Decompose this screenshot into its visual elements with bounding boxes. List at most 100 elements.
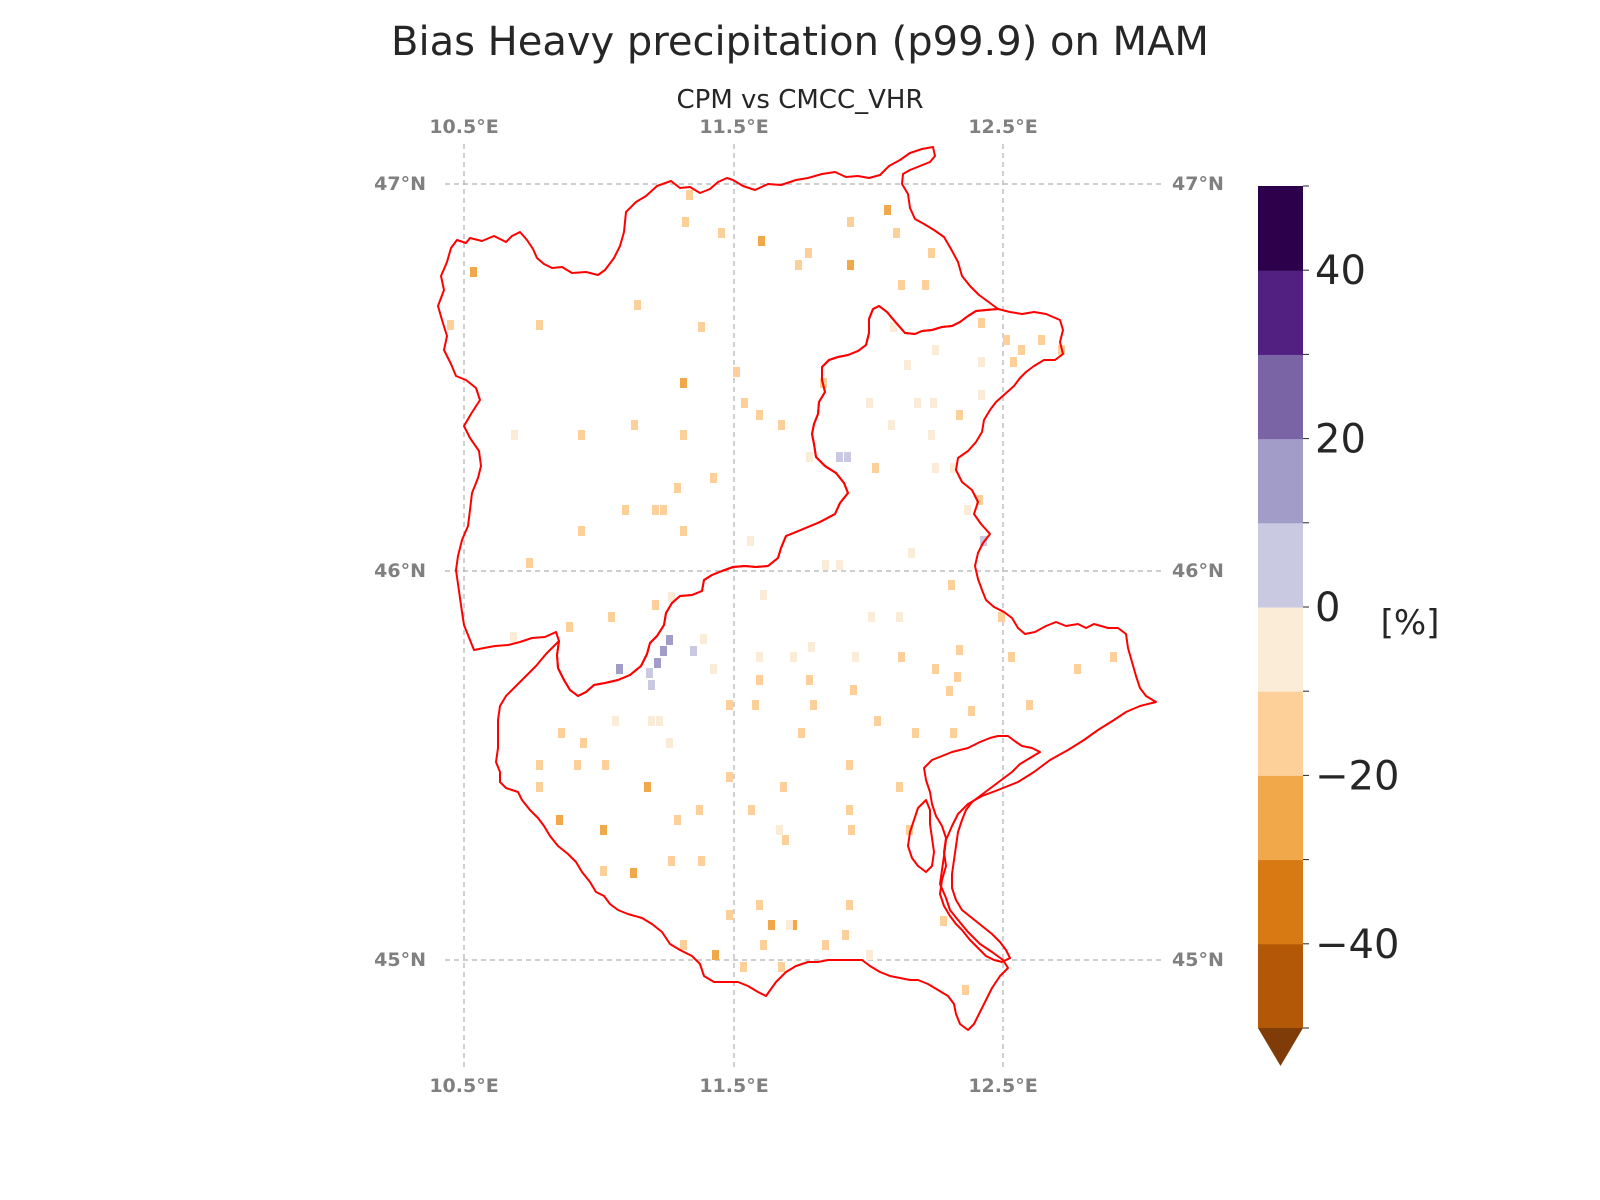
bias-cell xyxy=(608,612,615,622)
bias-cell xyxy=(956,645,963,655)
bias-cell xyxy=(756,900,763,910)
bias-cell xyxy=(760,940,767,950)
lon-label-bottom-3: 12.5°E xyxy=(968,1075,1037,1097)
bias-cell xyxy=(756,675,763,685)
colorbar-segment xyxy=(1258,860,1303,945)
bias-cell xyxy=(806,452,813,462)
bias-cell xyxy=(674,483,681,493)
bias-cell xyxy=(852,652,859,662)
bias-cell xyxy=(808,642,815,652)
bias-cell xyxy=(680,526,687,536)
bias-cell xyxy=(758,236,765,246)
lat-label-left-3: 45°N xyxy=(374,949,426,971)
bias-cell xyxy=(844,452,851,462)
bias-cell xyxy=(836,452,843,462)
bias-cell xyxy=(805,248,812,258)
bias-cell xyxy=(848,825,855,835)
bias-cell xyxy=(1003,335,1010,345)
bias-cell xyxy=(850,685,857,695)
bias-cell xyxy=(914,398,921,408)
venice-lagoon-outline xyxy=(908,736,1040,962)
lat-label-right-2: 46°N xyxy=(1172,560,1224,582)
colorbar-extend-arrow xyxy=(1258,1028,1303,1066)
bias-cell xyxy=(776,825,783,835)
bias-cell xyxy=(778,420,785,430)
bias-cell xyxy=(733,367,740,377)
bias-cell xyxy=(556,815,563,825)
bias-cell xyxy=(998,612,1005,622)
bias-cell xyxy=(652,600,659,610)
bias-cell xyxy=(940,916,947,926)
bias-cell xyxy=(896,612,903,622)
colorbar-segment xyxy=(1258,354,1303,439)
bias-cell xyxy=(616,664,623,674)
bias-cell xyxy=(956,410,963,420)
bias-cell xyxy=(648,680,655,690)
bias-cell xyxy=(1018,345,1025,355)
bias-cell xyxy=(652,505,659,515)
bias-cell xyxy=(648,716,655,726)
bias-cell xyxy=(511,430,518,440)
bias-cell xyxy=(978,357,985,367)
bias-cell xyxy=(962,985,969,995)
bias-cell xyxy=(682,217,689,227)
bias-cell xyxy=(710,473,717,483)
colorbar-segment xyxy=(1258,523,1303,608)
bias-cell xyxy=(726,700,733,710)
bias-cell xyxy=(666,738,673,748)
bias-cell xyxy=(634,300,641,310)
bias-cell xyxy=(1026,700,1033,710)
bias-cell xyxy=(847,260,854,270)
bias-cell xyxy=(842,930,849,940)
region-outlines xyxy=(438,147,1156,1030)
bias-cell xyxy=(846,900,853,910)
bias-cell xyxy=(884,205,891,215)
bias-cell xyxy=(948,580,955,590)
colorbar-segment xyxy=(1258,270,1303,355)
bias-cell xyxy=(536,782,543,792)
bias-cell xyxy=(752,700,759,710)
bias-cell xyxy=(898,280,905,290)
lon-label-top-3: 12.5°E xyxy=(968,116,1037,138)
bias-cell xyxy=(760,590,767,600)
colorbar-segment xyxy=(1258,186,1303,271)
bias-cell xyxy=(908,548,915,558)
lat-label-right-3: 45°N xyxy=(1172,949,1224,971)
colorbar-segment xyxy=(1258,691,1303,776)
bias-cell xyxy=(748,805,755,815)
bias-cell xyxy=(932,463,939,473)
bias-cell xyxy=(574,760,581,770)
bias-cell xyxy=(690,646,697,656)
bias-cell xyxy=(786,920,793,930)
bias-cell xyxy=(646,668,653,678)
bias-cell xyxy=(780,782,787,792)
bias-cell xyxy=(836,560,843,570)
bias-cell xyxy=(696,805,703,815)
bias-cell xyxy=(740,962,747,972)
bias-cell xyxy=(726,772,733,782)
bias-cell xyxy=(566,622,573,632)
bias-cell xyxy=(712,950,719,960)
bias-cell xyxy=(666,635,673,645)
bias-cell xyxy=(756,652,763,662)
bias-cell xyxy=(654,658,661,668)
bias-cell xyxy=(1008,652,1015,662)
bias-cell xyxy=(896,782,903,792)
bias-cell xyxy=(718,228,725,238)
lat-label-left-2: 46°N xyxy=(374,560,426,582)
bias-cell xyxy=(600,825,607,835)
bias-cell xyxy=(912,728,919,738)
colorbar-segment xyxy=(1258,775,1303,860)
colorbar-tick-label: −40 xyxy=(1315,922,1399,968)
bias-cell xyxy=(806,675,813,685)
bias-cell xyxy=(954,672,961,682)
bias-cell xyxy=(868,612,875,622)
bias-cell xyxy=(778,962,785,972)
colorbar-tick-label: 0 xyxy=(1315,585,1340,631)
lon-label-top-1: 10.5°E xyxy=(429,116,498,138)
bias-cell xyxy=(946,686,953,696)
graticule xyxy=(445,144,1162,1068)
bias-cell xyxy=(756,410,763,420)
bias-cell xyxy=(656,716,663,726)
bias-cell xyxy=(790,652,797,662)
